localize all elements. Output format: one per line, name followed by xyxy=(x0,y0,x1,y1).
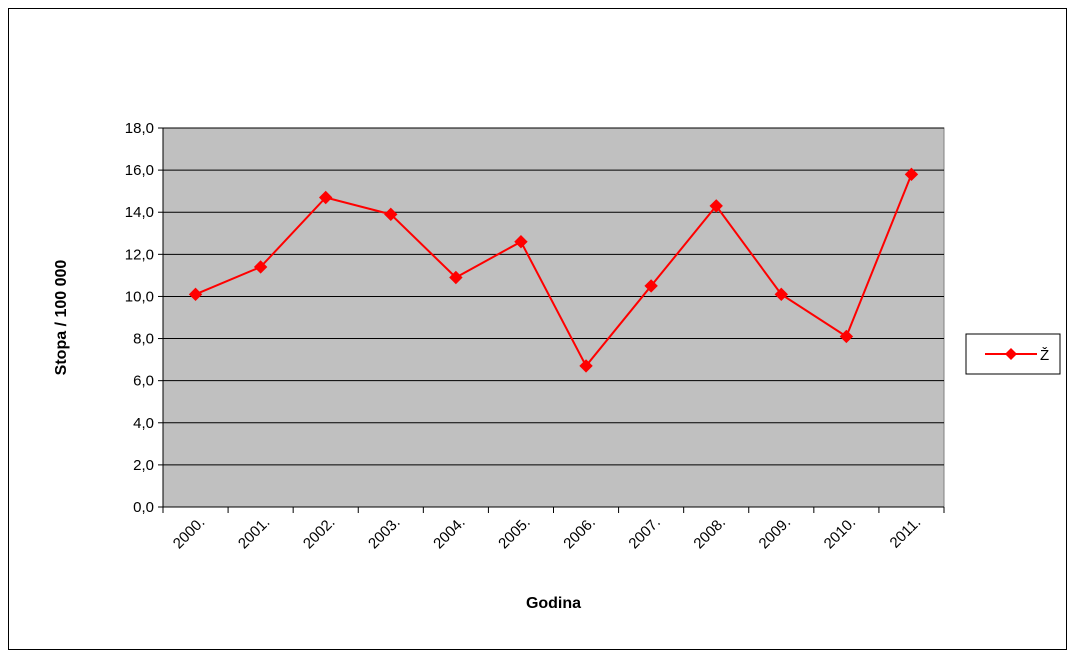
data-point-marker xyxy=(253,260,268,274)
y-tick-label: 8,0 xyxy=(133,331,154,348)
data-point-marker xyxy=(384,207,398,222)
data-point-marker xyxy=(188,287,203,302)
y-axis-title: Stopa / 100 000 xyxy=(53,260,70,376)
y-axis-tick-labels: 0,0 2,0 4,0 6,0 8,0 10,0 12,0 14,0 16,0 18,0 xyxy=(125,120,154,516)
data-point-marker xyxy=(449,270,463,285)
plot-area xyxy=(162,127,945,508)
x-tick-label: 2010. xyxy=(821,514,860,553)
legend-box xyxy=(965,333,1061,375)
y-tick-label: 18,0 xyxy=(125,120,154,137)
y-tick-label: 4,0 xyxy=(133,415,154,432)
x-tick-label: 2005. xyxy=(495,514,534,553)
x-tick-label: 2011. xyxy=(887,514,925,552)
data-point-marker xyxy=(774,287,788,302)
legend: Ž xyxy=(965,333,1061,375)
legend-label: Ž xyxy=(1040,347,1049,364)
x-axis-tick-labels: 2000. 2001. 2002. 2003. 2004. 2005. 2006. 2007.… xyxy=(170,514,924,553)
x-axis-title: Godina xyxy=(526,595,581,612)
x-tick-label: 2000. xyxy=(170,514,209,553)
data-point-marker xyxy=(904,167,919,182)
y-tick-label: 16,0 xyxy=(125,162,154,179)
x-tick-label: 2002. xyxy=(300,514,339,553)
y-tick-label: 6,0 xyxy=(133,373,154,390)
x-tick-label: 2003. xyxy=(365,514,404,553)
x-tick-label: 2008. xyxy=(690,514,729,553)
x-tick-label: 2006. xyxy=(560,514,599,553)
data-point-marker xyxy=(579,359,593,373)
data-point-marker xyxy=(319,190,333,205)
y-tick-label: 2,0 xyxy=(133,457,154,474)
data-point-marker xyxy=(709,199,723,213)
data-point-marker xyxy=(644,279,658,293)
y-tick-label: 10,0 xyxy=(125,288,154,305)
legend-marker-swatch xyxy=(1005,348,1017,360)
grid-lines xyxy=(163,127,944,466)
y-tick-label: 12,0 xyxy=(125,246,154,263)
x-tick-label: 2004. xyxy=(430,514,469,553)
y-tick-label: 0,0 xyxy=(133,499,154,516)
data-point-marker xyxy=(839,329,854,344)
series-layer xyxy=(188,167,919,373)
x-tick-label: 2007. xyxy=(625,514,664,553)
x-tick-label: 2001. xyxy=(235,514,274,553)
axes xyxy=(158,127,945,513)
x-tick-label: 2009. xyxy=(756,514,795,553)
y-tick-label: 14,0 xyxy=(125,204,154,221)
data-point-marker xyxy=(514,234,528,249)
series-line xyxy=(195,173,913,368)
